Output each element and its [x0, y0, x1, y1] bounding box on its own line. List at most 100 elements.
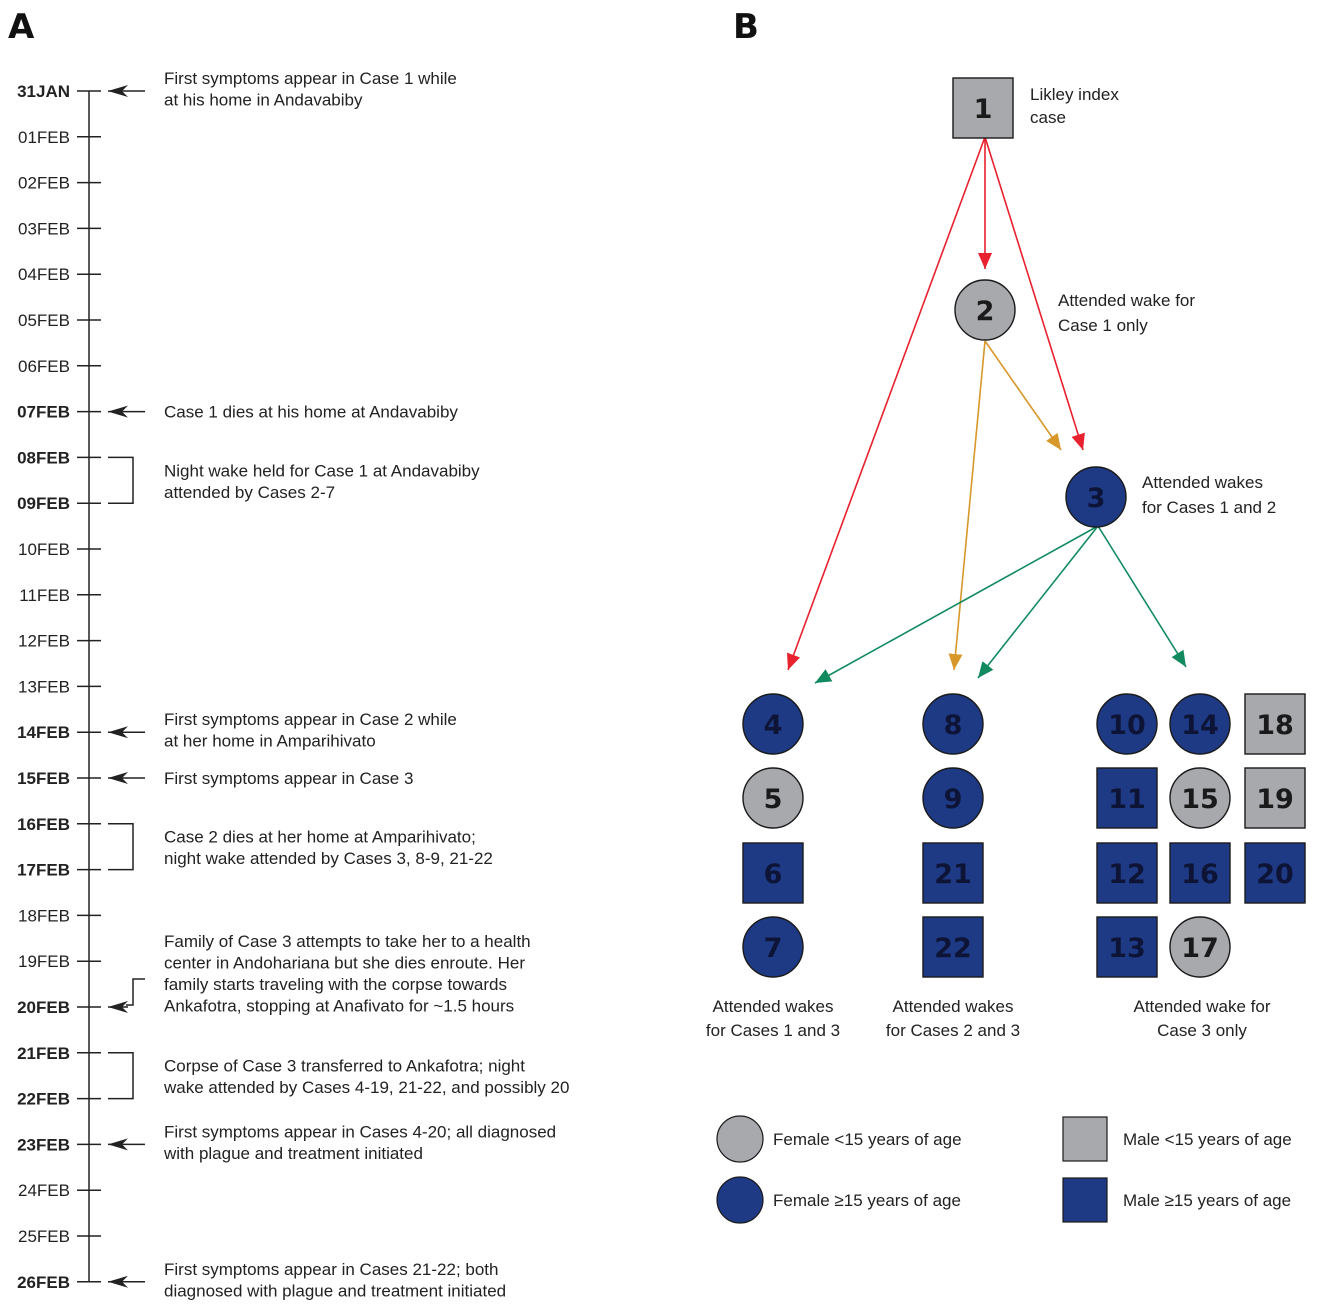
legend-item: Female <15 years of age — [716, 1115, 962, 1163]
case-note-text: Case 1 only — [1058, 316, 1148, 335]
case-number: 1 — [974, 94, 993, 125]
date-label: 05FEB — [18, 311, 70, 330]
event-text: Family of Case 3 attempts to take her to… — [164, 932, 531, 951]
transmission-arrow — [984, 340, 1062, 451]
case-node-21: 21 — [922, 842, 984, 904]
date-label: 08FEB — [17, 448, 70, 467]
case-node-8: 8 — [922, 693, 984, 755]
date-label: 02FEB — [18, 174, 70, 193]
case-node-18: 18 — [1244, 693, 1306, 755]
transmission-arrows — [786, 136, 1187, 684]
transmission-arrow — [814, 525, 1099, 684]
event-text: First symptoms appear in Cases 4-20; all… — [164, 1122, 556, 1141]
case-number: 18 — [1256, 710, 1294, 741]
case-number: 21 — [934, 859, 972, 890]
case-circle — [954, 279, 1016, 341]
case-node-4: 4 — [742, 693, 804, 755]
case-notes: Likley index case Attended wake for Case 1 … — [706, 85, 1276, 1040]
case-number: 13 — [1108, 933, 1146, 964]
case-square — [1096, 916, 1158, 978]
case-number: 19 — [1256, 784, 1294, 815]
event-text: Case 2 dies at her home at Amparihivato; — [164, 828, 476, 847]
case-note-text: Likley index — [1030, 85, 1119, 104]
case-number: 12 — [1108, 859, 1146, 890]
date-label: 15FEB — [17, 769, 70, 788]
case-number: 9 — [944, 784, 963, 815]
date-label: 31JAN — [17, 82, 70, 101]
case-circle — [1169, 916, 1231, 978]
case-number: 4 — [764, 710, 783, 741]
legend: Female <15 years of age Male <15 years of… — [716, 1115, 1292, 1224]
date-label: 23FEB — [17, 1135, 70, 1154]
date-label: 14FEB — [17, 723, 70, 742]
case-number: 8 — [944, 710, 963, 741]
case-node-16: 16 — [1169, 842, 1231, 904]
case-circle — [922, 767, 984, 829]
panel-a-letter: A — [8, 7, 35, 47]
date-label: 06FEB — [18, 357, 70, 376]
legend-label: Male <15 years of age — [1123, 1130, 1292, 1149]
timeline-panel: 31JAN 01FEB 02FEB 03FEB 04FEB 05FEB 06FEB 07FEB… — [17, 69, 569, 1300]
case-node-9: 9 — [922, 767, 984, 829]
case-number: 3 — [1087, 483, 1106, 514]
case-number: 22 — [934, 933, 972, 964]
case-square — [742, 842, 804, 904]
date-label: 16FEB — [17, 815, 70, 834]
transmission-arrow — [948, 340, 986, 671]
case-number: 15 — [1181, 784, 1219, 815]
case-note-text: for Cases 1 and 2 — [1142, 498, 1276, 517]
date-label: 20FEB — [17, 998, 70, 1017]
event-text: with plague and treatment initiated — [163, 1144, 423, 1163]
case-node-22: 22 — [922, 916, 984, 978]
case-node-2: 2 — [954, 279, 1016, 341]
legend-item: Male ≥15 years of age — [1062, 1177, 1291, 1223]
case-square — [1244, 842, 1306, 904]
case-node-6: 6 — [742, 842, 804, 904]
case-node-5: 5 — [742, 767, 804, 829]
date-label: 19FEB — [18, 952, 70, 971]
case-circle — [742, 916, 804, 978]
legend-square-swatch — [1062, 1177, 1108, 1223]
event-text: night wake attended by Cases 3, 8-9, 21-… — [164, 849, 493, 868]
event-text: wake attended by Cases 4-19, 21-22, and … — [163, 1078, 569, 1097]
event-text: Case 1 dies at his home at Andavabiby — [164, 403, 458, 422]
case-square — [1096, 767, 1158, 829]
case-number: 10 — [1108, 710, 1146, 741]
case-node-3: 3 — [1065, 466, 1127, 528]
case-note-text: Attended wakes — [893, 997, 1014, 1016]
case-circle — [742, 767, 804, 829]
case-number: 2 — [976, 296, 995, 327]
case-node-17: 17 — [1169, 916, 1231, 978]
case-circle — [1096, 693, 1158, 755]
event-text: First symptoms appear in Cases 21-22; bo… — [164, 1260, 498, 1279]
case-number: 17 — [1181, 933, 1219, 964]
event-step-connector — [126, 978, 145, 1006]
case-note-text: Case 3 only — [1157, 1021, 1247, 1040]
case-node-12: 12 — [1096, 842, 1158, 904]
legend-circle-swatch — [716, 1176, 764, 1224]
case-number: 11 — [1108, 784, 1146, 815]
case-circle — [1169, 767, 1231, 829]
event-text: center in Andohariana but she dies enrou… — [164, 954, 525, 973]
case-note-text: for Cases 2 and 3 — [886, 1021, 1020, 1040]
legend-circle-swatch — [716, 1115, 764, 1163]
case-number: 16 — [1181, 859, 1219, 890]
event-text: Corpse of Case 3 transferred to Ankafotr… — [164, 1057, 525, 1076]
case-note-text: Attended wakes — [1142, 473, 1263, 492]
case-node-20: 20 — [1244, 842, 1306, 904]
case-node-15: 15 — [1169, 767, 1231, 829]
date-label: 21FEB — [17, 1044, 70, 1063]
date-label: 03FEB — [18, 219, 70, 238]
legend-item: Male <15 years of age — [1062, 1116, 1292, 1162]
legend-square-swatch — [1062, 1116, 1108, 1162]
date-label: 09FEB — [17, 494, 70, 513]
event-text: Ankafotra, stopping at Anafivato for ~1.… — [164, 997, 514, 1016]
case-number: 5 — [764, 784, 783, 815]
case-number: 7 — [764, 933, 783, 964]
date-label: 13FEB — [18, 677, 70, 696]
date-label: 17FEB — [17, 861, 70, 880]
event-text: attended by Cases 2-7 — [164, 483, 335, 502]
transmission-arrow — [977, 525, 1099, 679]
